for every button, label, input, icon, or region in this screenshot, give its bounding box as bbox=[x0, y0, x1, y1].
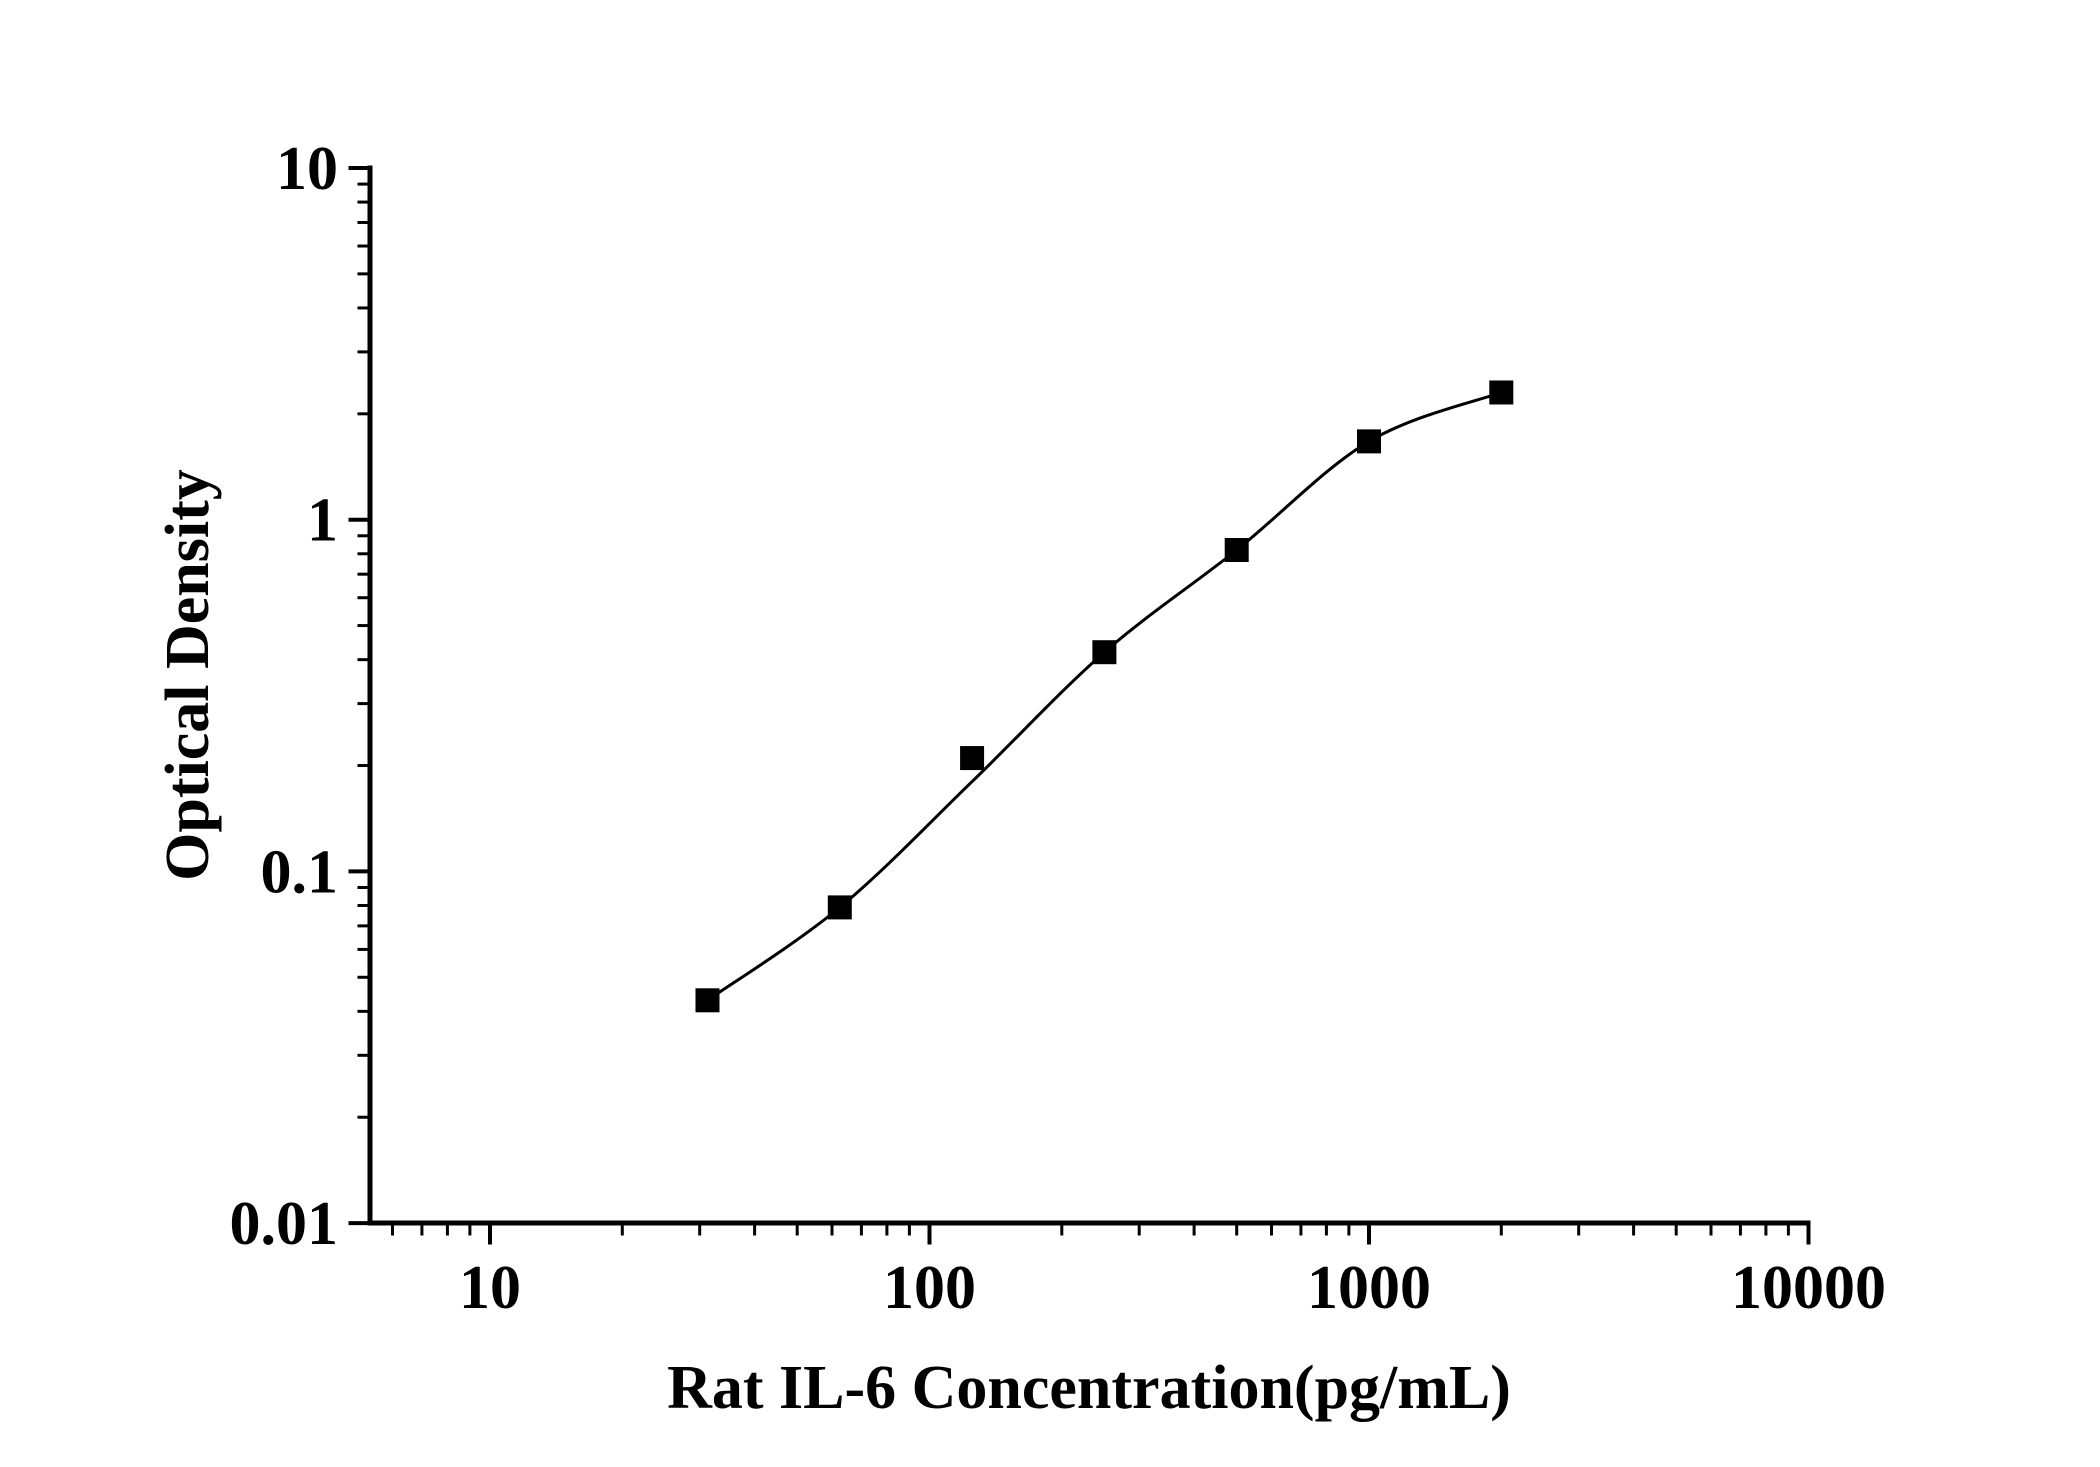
data-point-marker bbox=[1357, 429, 1381, 454]
data-point-marker bbox=[1489, 380, 1514, 405]
data-point-marker bbox=[1092, 640, 1117, 665]
x-axis-tick-label: 10000 bbox=[1731, 1254, 1886, 1322]
data-point-marker bbox=[827, 895, 852, 920]
y-axis-tick-label: 10 bbox=[276, 135, 338, 203]
y-axis-title: Optical Density bbox=[154, 469, 222, 881]
y-axis-tick-label: 0.01 bbox=[230, 1190, 339, 1258]
x-axis-title: Rat IL-6 Concentration(pg/mL) bbox=[667, 1354, 1511, 1422]
data-point-marker bbox=[960, 746, 985, 771]
data-point-marker bbox=[1224, 538, 1249, 563]
y-axis-tick-label: 1 bbox=[307, 487, 338, 555]
y-axis-tick-label: 0.1 bbox=[261, 838, 339, 906]
x-axis-tick-label: 1000 bbox=[1307, 1254, 1431, 1322]
x-axis-tick-label: 10 bbox=[459, 1254, 521, 1322]
data-point-marker bbox=[695, 988, 720, 1013]
plot-area: 10 100 1000 10000 10 1 0.1 0.01 bbox=[230, 135, 1887, 1322]
x-axis-tick-label: 100 bbox=[883, 1254, 976, 1322]
standard-curve-line bbox=[706, 391, 1502, 1002]
